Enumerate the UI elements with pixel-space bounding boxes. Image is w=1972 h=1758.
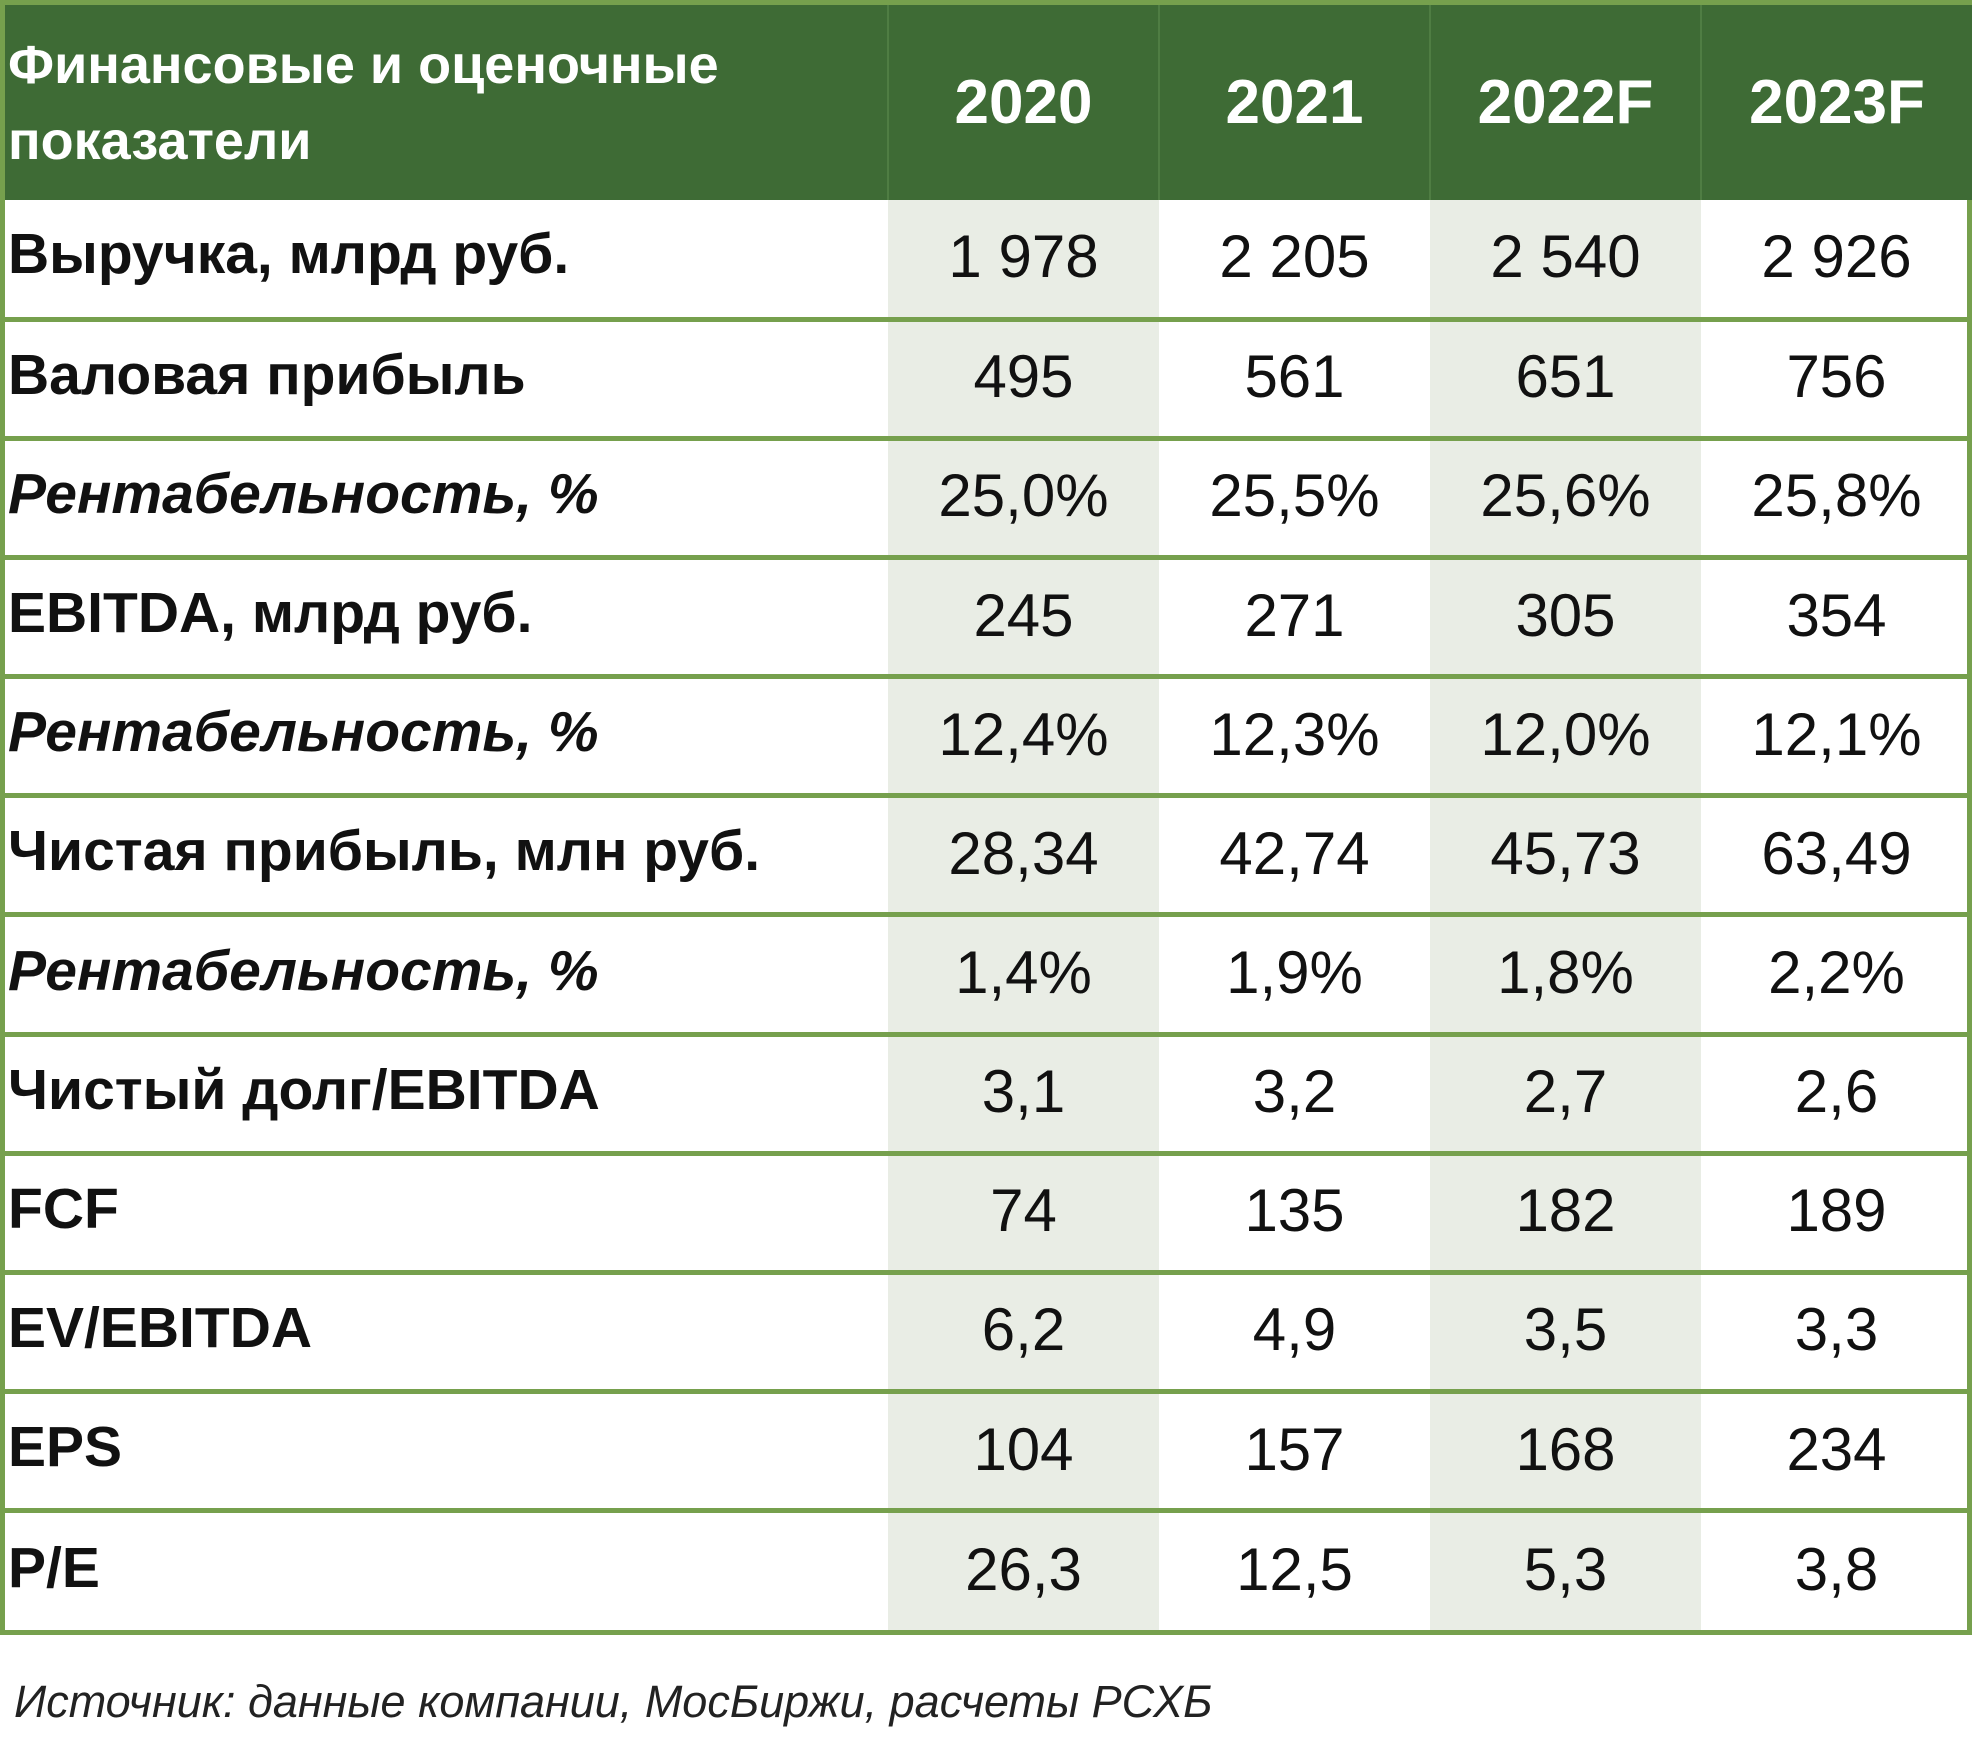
value-cell: 354 (1786, 581, 1887, 649)
value-cell: 12,0% (1430, 676, 1701, 796)
value-cell: 1,4% (888, 914, 1159, 1035)
value-cell: 104 (888, 1391, 1159, 1511)
table-row: FCF 74 135 182 189 (5, 1153, 1972, 1273)
table-row: EV/EBITDA 6,2 4,9 3,5 3,3 (5, 1272, 1972, 1392)
table-body: Выручка, млрд руб. 1 978 2 205 2 540 2 926 Ва… (5, 200, 1972, 1630)
header-year-2023f: 2023F (1700, 5, 1972, 200)
value-cell: 5,3 (1430, 1510, 1701, 1630)
value-cell: 12,1% (1751, 700, 1922, 768)
value-cell: 189 (1786, 1177, 1887, 1245)
table-row: EPS 104 157 168 234 (5, 1391, 1972, 1511)
value-cell: 245 (888, 557, 1159, 677)
value-cell: 2 926 (1761, 222, 1912, 290)
value-cell: 3,8 (1794, 1536, 1879, 1604)
value-cell: 25,8% (1751, 462, 1922, 530)
value-cell: 45,73 (1430, 795, 1701, 915)
value-cell: 234 (1786, 1415, 1887, 1483)
value-cell: 2 540 (1430, 200, 1701, 320)
source-note: Источник: данные компании, МосБиржи, рас… (14, 1676, 1213, 1727)
header-label-cell: Финансовые и оценочные показатели (5, 5, 888, 200)
value-cell: 25,0% (888, 438, 1159, 558)
value-cell: 756 (1786, 343, 1887, 411)
header-year-2020: 2020 (887, 5, 1159, 200)
value-cell: 3,2 (1252, 1058, 1337, 1126)
table-row: Рентабельность, % 25,0% 25,5% 25,6% 25,8% (5, 438, 1972, 558)
financial-metrics-table: Финансовые и оценочные показатели 2020 2… (5, 5, 1972, 1630)
value-cell: 25,5% (1209, 462, 1380, 530)
header-year-2022f: 2022F (1429, 5, 1701, 200)
value-cell: 157 (1244, 1415, 1345, 1483)
value-cell: 168 (1430, 1391, 1701, 1511)
value-cell: 63,49 (1761, 819, 1912, 887)
table-row: Выручка, млрд руб. 1 978 2 205 2 540 2 926 (5, 200, 1972, 320)
value-cell: 305 (1430, 557, 1701, 677)
value-cell: 1,9% (1226, 939, 1363, 1007)
value-cell: 2,2% (1768, 939, 1905, 1007)
value-cell: 12,4% (888, 676, 1159, 796)
row-label: EPS (8, 1415, 123, 1480)
row-label: Выручка, млрд руб. (8, 222, 570, 287)
value-cell: 3,3 (1794, 1296, 1879, 1364)
value-cell: 1,8% (1430, 914, 1701, 1035)
value-cell: 26,3 (888, 1510, 1159, 1630)
row-label: Рентабельность, % (8, 700, 599, 765)
row-label: Валовая прибыль (8, 342, 526, 407)
value-cell: 2 205 (1219, 222, 1370, 290)
value-cell: 651 (1430, 319, 1701, 439)
row-label: Рентабельность, % (8, 938, 599, 1003)
value-cell: 495 (888, 319, 1159, 439)
value-cell: 42,74 (1219, 819, 1370, 887)
value-cell: 28,34 (888, 795, 1159, 915)
value-cell: 135 (1244, 1177, 1345, 1245)
header-year-2021: 2021 (1158, 5, 1430, 200)
table-row: Валовая прибыль 495 561 651 756 (5, 319, 1972, 439)
value-cell: 12,3% (1209, 700, 1380, 768)
header-label-line2: показатели (8, 110, 312, 171)
row-label: EV/EBITDA (8, 1295, 313, 1360)
row-label: Чистая прибыль, млн руб. (8, 819, 761, 884)
header-label-line1: Финансовые и оценочные (8, 34, 719, 95)
table-row: Рентабельность, % 1,4% 1,9% 1,8% 2,2% (5, 914, 1972, 1035)
row-label: Чистый долг/EBITDA (8, 1057, 600, 1122)
value-cell: 6,2 (888, 1272, 1159, 1392)
value-cell: 3,5 (1430, 1272, 1701, 1392)
header-row: Финансовые и оценочные показатели 2020 2… (5, 5, 1972, 200)
table-row: P/E 26,3 12,5 5,3 3,8 (5, 1510, 1972, 1630)
table-row: Рентабельность, % 12,4% 12,3% 12,0% 12,1% (5, 676, 1972, 796)
value-cell: 74 (888, 1153, 1159, 1273)
financial-table-container: Финансовые и оценочные показатели 2020 2… (0, 0, 1972, 1635)
table-row: EBITDA, млрд руб. 245 271 305 354 (5, 557, 1972, 677)
table-row: Чистая прибыль, млн руб. 28,34 42,74 45,73 6… (5, 795, 1972, 915)
value-cell: 182 (1430, 1153, 1701, 1273)
value-cell: 271 (1244, 581, 1345, 649)
row-label: EBITDA, млрд руб. (8, 581, 533, 646)
table-row: Чистый долг/EBITDA 3,1 3,2 2,7 2,6 (5, 1034, 1972, 1154)
value-cell: 12,5 (1236, 1536, 1353, 1604)
row-label: Рентабельность, % (8, 461, 599, 526)
value-cell: 3,1 (888, 1034, 1159, 1154)
value-cell: 4,9 (1252, 1296, 1337, 1364)
value-cell: 1 978 (888, 200, 1159, 320)
row-label: FCF (8, 1176, 119, 1241)
row-label: P/E (8, 1535, 100, 1600)
value-cell: 2,7 (1430, 1034, 1701, 1154)
value-cell: 25,6% (1430, 438, 1701, 558)
value-cell: 561 (1244, 343, 1345, 411)
value-cell: 2,6 (1794, 1058, 1879, 1126)
